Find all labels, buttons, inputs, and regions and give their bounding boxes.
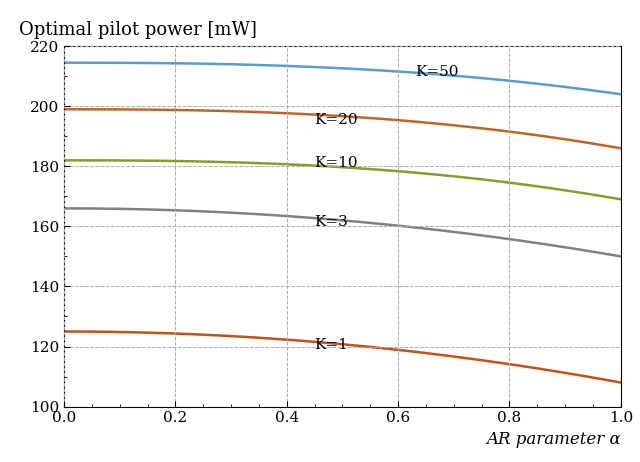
Text: K=1: K=1 [314, 338, 348, 352]
Text: K=10: K=10 [314, 156, 358, 170]
X-axis label: AR parameter α: AR parameter α [486, 431, 621, 448]
Text: Optimal pilot power [mW]: Optimal pilot power [mW] [19, 21, 257, 39]
Text: K=3: K=3 [314, 215, 348, 229]
Text: K=20: K=20 [314, 113, 358, 127]
Text: K=50: K=50 [415, 65, 458, 79]
